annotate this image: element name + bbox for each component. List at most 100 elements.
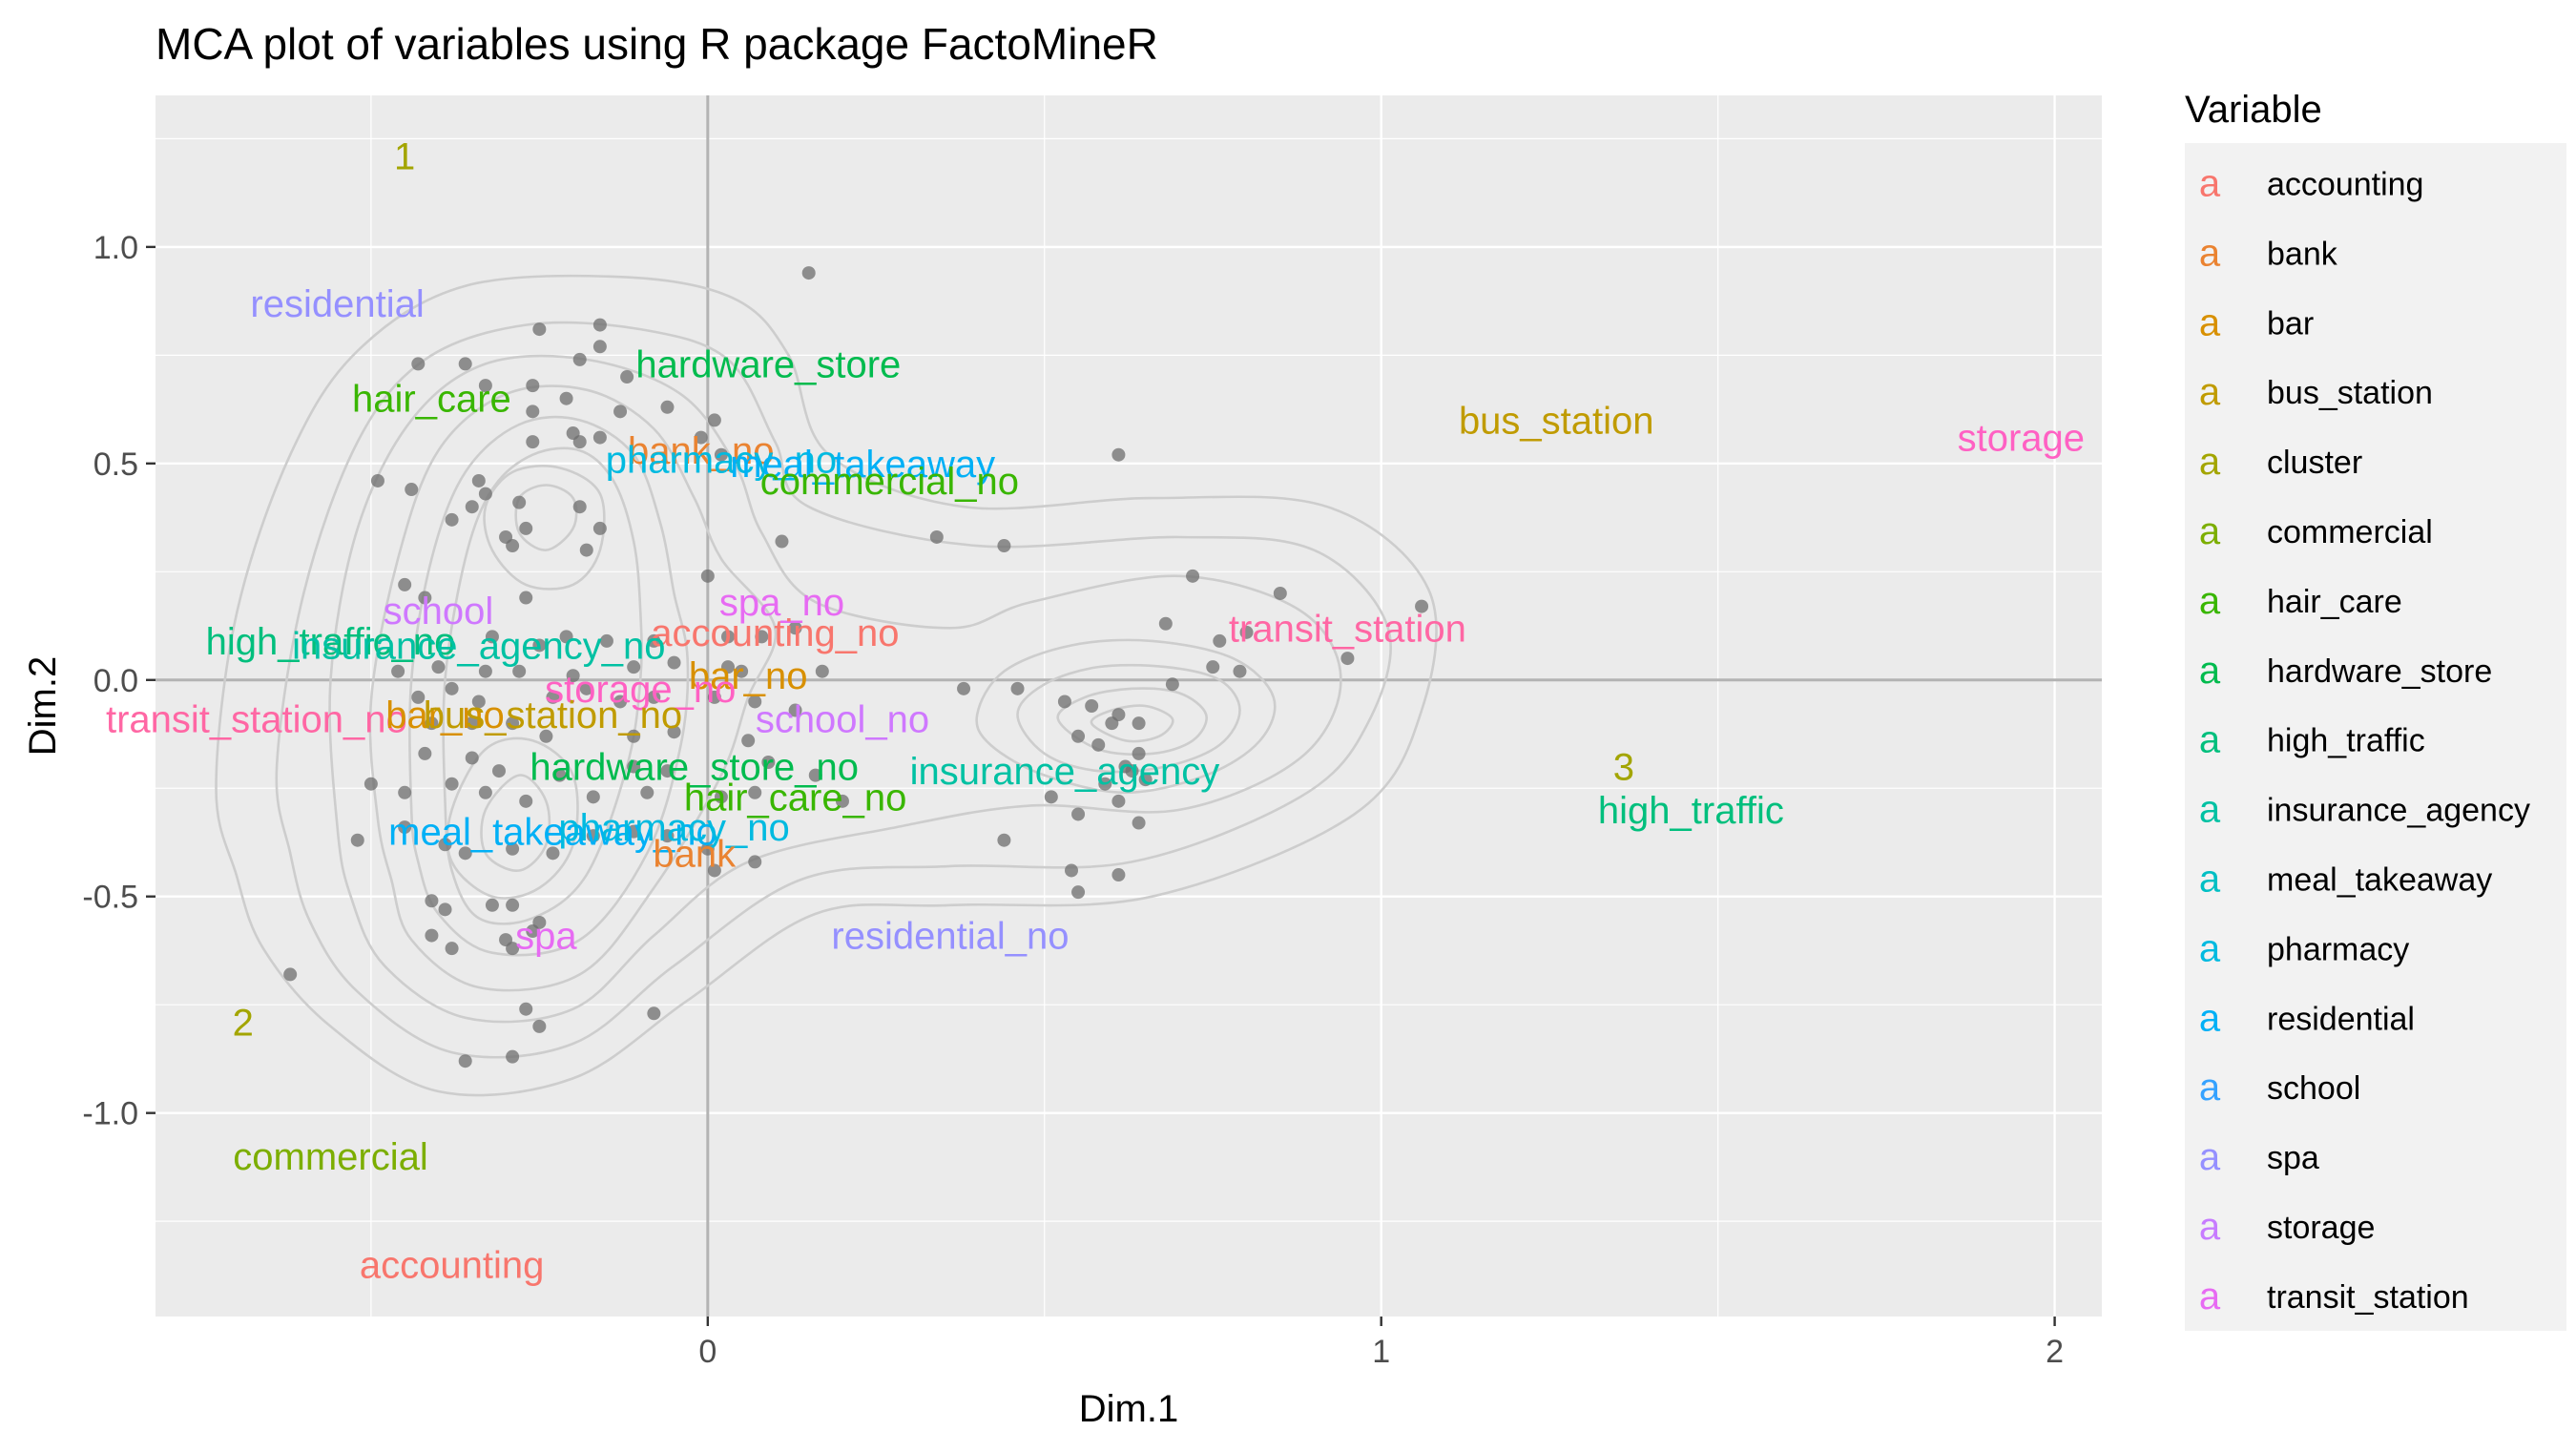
density-contour (1090, 704, 1174, 743)
category-labels: 1 2 3 residential hardware_store hair_carebus… (106, 136, 2085, 1287)
density-contour (328, 354, 1342, 1024)
data-point (707, 690, 721, 704)
data-point (485, 630, 499, 644)
data-point (801, 266, 816, 280)
data-point (512, 495, 527, 509)
data-point (519, 591, 533, 605)
legend-label: bus_station (2267, 375, 2433, 411)
y-tick-label: 0.5 (93, 446, 138, 483)
data-point (647, 1006, 661, 1021)
data-point (1071, 807, 1086, 821)
legend-key: a (2199, 927, 2221, 969)
data-point (748, 695, 762, 709)
data-point (788, 703, 802, 717)
data-point (1091, 737, 1106, 752)
legend-key: a (2199, 997, 2221, 1039)
legend-entry-accounting: a accounting (2199, 162, 2424, 204)
data-point (836, 794, 849, 808)
density-contour (483, 465, 606, 591)
legend-entry-pharmacy: a pharmacy (2199, 927, 2409, 969)
data-point (445, 942, 459, 956)
data-point (552, 768, 567, 782)
legend-label: meal_takeaway (2267, 861, 2492, 898)
category-label: school_no (756, 699, 929, 741)
legend-key: a (2199, 1136, 2221, 1178)
data-point (512, 664, 527, 678)
data-point (1044, 790, 1058, 804)
data-point (559, 391, 573, 405)
category-label: school (384, 591, 494, 633)
density-contour (514, 484, 578, 551)
legend-label: accounting (2267, 166, 2423, 202)
data-point (1111, 447, 1126, 462)
category-label: hardware_store (635, 343, 901, 385)
legend-key: a (2199, 858, 2221, 900)
data-point (592, 521, 607, 535)
data-point (445, 681, 459, 695)
data-point (1057, 695, 1071, 709)
data-point (694, 430, 708, 445)
x-tick-label: 0 (698, 1334, 717, 1370)
category-label: insurance_agency (910, 751, 1220, 793)
data-point (627, 759, 641, 774)
data-point (411, 357, 426, 371)
grid-minor (156, 95, 2102, 1317)
data-point (735, 664, 749, 678)
data-point (471, 695, 486, 709)
category-label: transit_station (1229, 608, 1466, 650)
legend-label: bank (2267, 236, 2338, 272)
data-point (660, 764, 675, 778)
legend-key: a (2199, 650, 2221, 692)
data-point (519, 1002, 533, 1016)
data-point (748, 785, 762, 799)
legend-entry-meal_takeaway: a meal_takeaway (2199, 858, 2492, 900)
density-contour (215, 274, 1438, 1097)
category-label: 2 (233, 1002, 254, 1044)
data-point (761, 756, 776, 770)
category-label: high_traffic (1598, 790, 1784, 832)
x-tick-label: 1 (1372, 1334, 1390, 1370)
data-point (492, 764, 506, 778)
legend-entry-bus_station: a bus_station (2199, 371, 2433, 413)
category-label: spa (515, 916, 577, 958)
data-point (425, 716, 439, 731)
data-point (471, 473, 486, 487)
data-point (957, 681, 971, 695)
legend-label: school (2267, 1070, 2360, 1107)
data-point (815, 664, 829, 678)
legend-label: pharmacy (2267, 931, 2409, 967)
data-point (370, 473, 384, 487)
category-label: transit_station_no (106, 699, 407, 741)
legend-key: a (2199, 719, 2221, 761)
category-label: storage_no (545, 669, 736, 711)
data-point (640, 785, 654, 799)
data-point (398, 577, 412, 591)
legend-key: a (2199, 371, 2221, 413)
data-point (283, 967, 298, 982)
legend-key: a (2199, 301, 2221, 343)
data-point (478, 785, 492, 799)
y-tick-label: -1.0 (82, 1096, 138, 1132)
legend-key: a (2199, 232, 2221, 274)
data-point (431, 660, 446, 674)
data-point (425, 928, 439, 943)
category-label: commercial (233, 1136, 427, 1178)
legend-title: Variable (2185, 89, 2322, 131)
data-point (572, 435, 587, 449)
data-point (572, 352, 587, 366)
data-point (526, 924, 540, 939)
data-point (579, 681, 593, 695)
legend-entry-commercial: a commercial (2199, 510, 2433, 552)
density-contour (1056, 687, 1208, 757)
data-point (627, 824, 641, 839)
data-point (660, 400, 675, 414)
density-contour (442, 446, 643, 925)
data-point (532, 322, 547, 337)
data-point (586, 829, 600, 843)
data-point (647, 690, 661, 704)
data-point (613, 404, 628, 419)
density-contour (446, 736, 579, 900)
legend-entry-spa: a spa (2199, 1136, 2319, 1178)
data-point (1111, 794, 1126, 808)
data-point (559, 630, 573, 644)
